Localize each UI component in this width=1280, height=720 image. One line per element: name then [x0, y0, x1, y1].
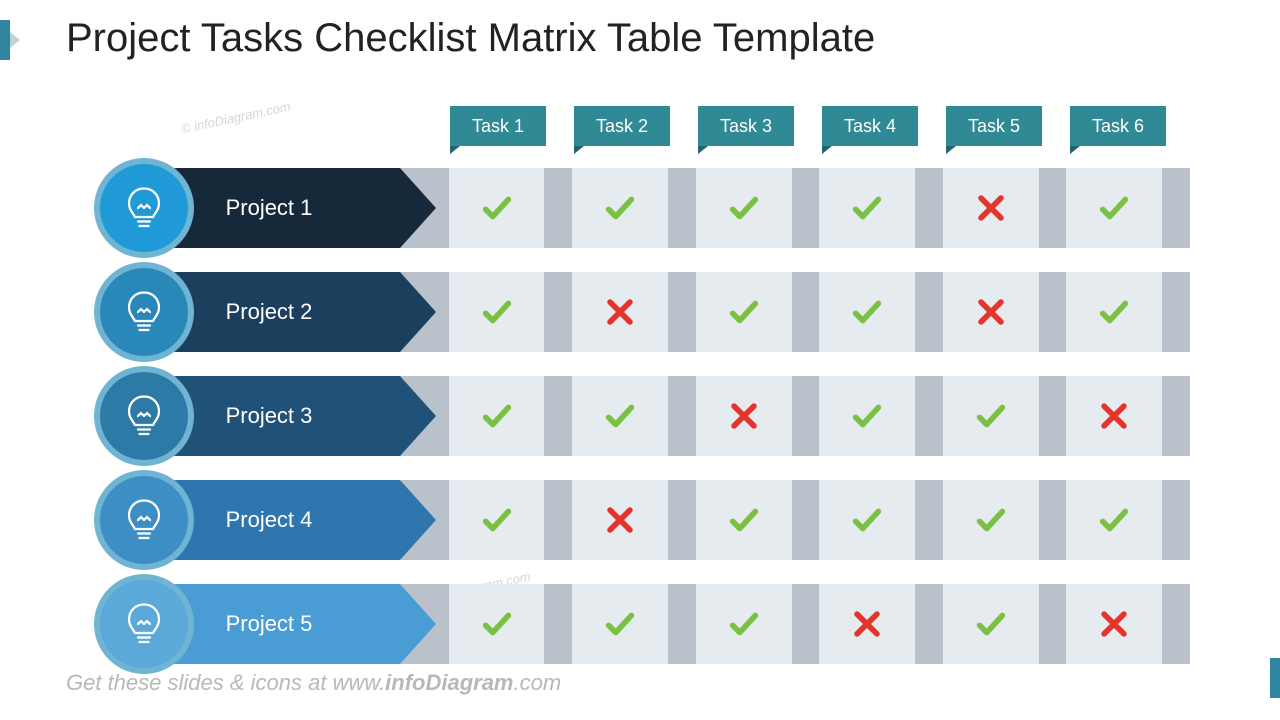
- matrix-cell: [819, 376, 915, 456]
- left-accent: [0, 20, 10, 60]
- matrix-cell: [449, 272, 545, 352]
- check-icon: [480, 607, 514, 641]
- cross-icon: [603, 503, 637, 537]
- matrix-cell: [943, 584, 1039, 664]
- matrix-cell: [696, 272, 792, 352]
- matrix-cell: [943, 480, 1039, 560]
- matrix-cell: [449, 168, 545, 248]
- check-icon: [974, 607, 1008, 641]
- footer-text: Get these slides & icons at www.infoDiag…: [66, 670, 561, 696]
- check-icon: [850, 399, 884, 433]
- matrix-row: Project 3: [100, 376, 1190, 456]
- matrix-cell: [696, 584, 792, 664]
- task-header: Task 1: [450, 106, 546, 146]
- matrix-cell: [696, 480, 792, 560]
- check-icon: [480, 503, 514, 537]
- matrix-cell: [819, 584, 915, 664]
- project-icon-circle: [100, 580, 188, 668]
- matrix-row: Project 1: [100, 168, 1190, 248]
- footer-bold: infoDiagram: [385, 670, 513, 695]
- check-icon: [727, 191, 761, 225]
- check-icon: [727, 503, 761, 537]
- cross-icon: [727, 399, 761, 433]
- task-header: Task 5: [946, 106, 1042, 146]
- task-header: Task 6: [1070, 106, 1166, 146]
- check-icon: [603, 191, 637, 225]
- footer-prefix: Get these slides & icons at www.: [66, 670, 385, 695]
- cross-icon: [1097, 399, 1131, 433]
- check-icon: [727, 607, 761, 641]
- check-icon: [974, 399, 1008, 433]
- matrix-cell: [943, 376, 1039, 456]
- project-icon-circle: [100, 372, 188, 460]
- matrix-cell: [572, 480, 668, 560]
- check-icon: [850, 503, 884, 537]
- matrix-cell: [1066, 480, 1162, 560]
- matrix-cell: [943, 272, 1039, 352]
- matrix-row: Project 2: [100, 272, 1190, 352]
- matrix-cell: [572, 376, 668, 456]
- lightbulb-icon: [120, 600, 168, 648]
- matrix-cell: [449, 480, 545, 560]
- slide: Project Tasks Checklist Matrix Table Tem…: [0, 0, 1280, 720]
- matrix-cell: [819, 168, 915, 248]
- footer-suffix: .com: [514, 670, 562, 695]
- task-header: Task 2: [574, 106, 670, 146]
- cross-icon: [1097, 607, 1131, 641]
- matrix-cell: [1066, 584, 1162, 664]
- page-title: Project Tasks Checklist Matrix Table Tem…: [66, 16, 875, 61]
- lightbulb-icon: [120, 288, 168, 336]
- task-header-row: Task 1 Task 2 Task 3 Task 4 Task 5 Task 6: [100, 106, 1190, 156]
- matrix-cell: [943, 168, 1039, 248]
- lightbulb-icon: [120, 496, 168, 544]
- matrix-cell: [572, 584, 668, 664]
- check-icon: [1097, 503, 1131, 537]
- project-icon-circle: [100, 476, 188, 564]
- check-icon: [603, 607, 637, 641]
- matrix-cell: [1066, 376, 1162, 456]
- matrix-cell: [696, 168, 792, 248]
- lightbulb-icon: [120, 392, 168, 440]
- cross-icon: [850, 607, 884, 641]
- matrix: Task 1 Task 2 Task 3 Task 4 Task 5 Task 6 Pro…: [100, 106, 1190, 688]
- check-icon: [727, 295, 761, 329]
- matrix-row: Project 5: [100, 584, 1190, 664]
- matrix-cell: [572, 272, 668, 352]
- check-icon: [603, 399, 637, 433]
- matrix-cell: [696, 376, 792, 456]
- matrix-cell: [819, 480, 915, 560]
- check-icon: [850, 191, 884, 225]
- cross-icon: [974, 191, 1008, 225]
- matrix-cell: [1066, 272, 1162, 352]
- project-icon-circle: [100, 164, 188, 252]
- task-header: Task 4: [822, 106, 918, 146]
- matrix-cell: [572, 168, 668, 248]
- matrix-cell: [449, 584, 545, 664]
- check-icon: [480, 295, 514, 329]
- cross-icon: [603, 295, 637, 329]
- matrix-cell: [449, 376, 545, 456]
- check-icon: [1097, 191, 1131, 225]
- task-header: Task 3: [698, 106, 794, 146]
- right-accent: [1270, 658, 1280, 698]
- check-icon: [974, 503, 1008, 537]
- check-icon: [480, 191, 514, 225]
- matrix-cell: [1066, 168, 1162, 248]
- cross-icon: [974, 295, 1008, 329]
- check-icon: [850, 295, 884, 329]
- matrix-cell: [819, 272, 915, 352]
- matrix-row: Project 4: [100, 480, 1190, 560]
- lightbulb-icon: [120, 184, 168, 232]
- project-icon-circle: [100, 268, 188, 356]
- check-icon: [1097, 295, 1131, 329]
- check-icon: [480, 399, 514, 433]
